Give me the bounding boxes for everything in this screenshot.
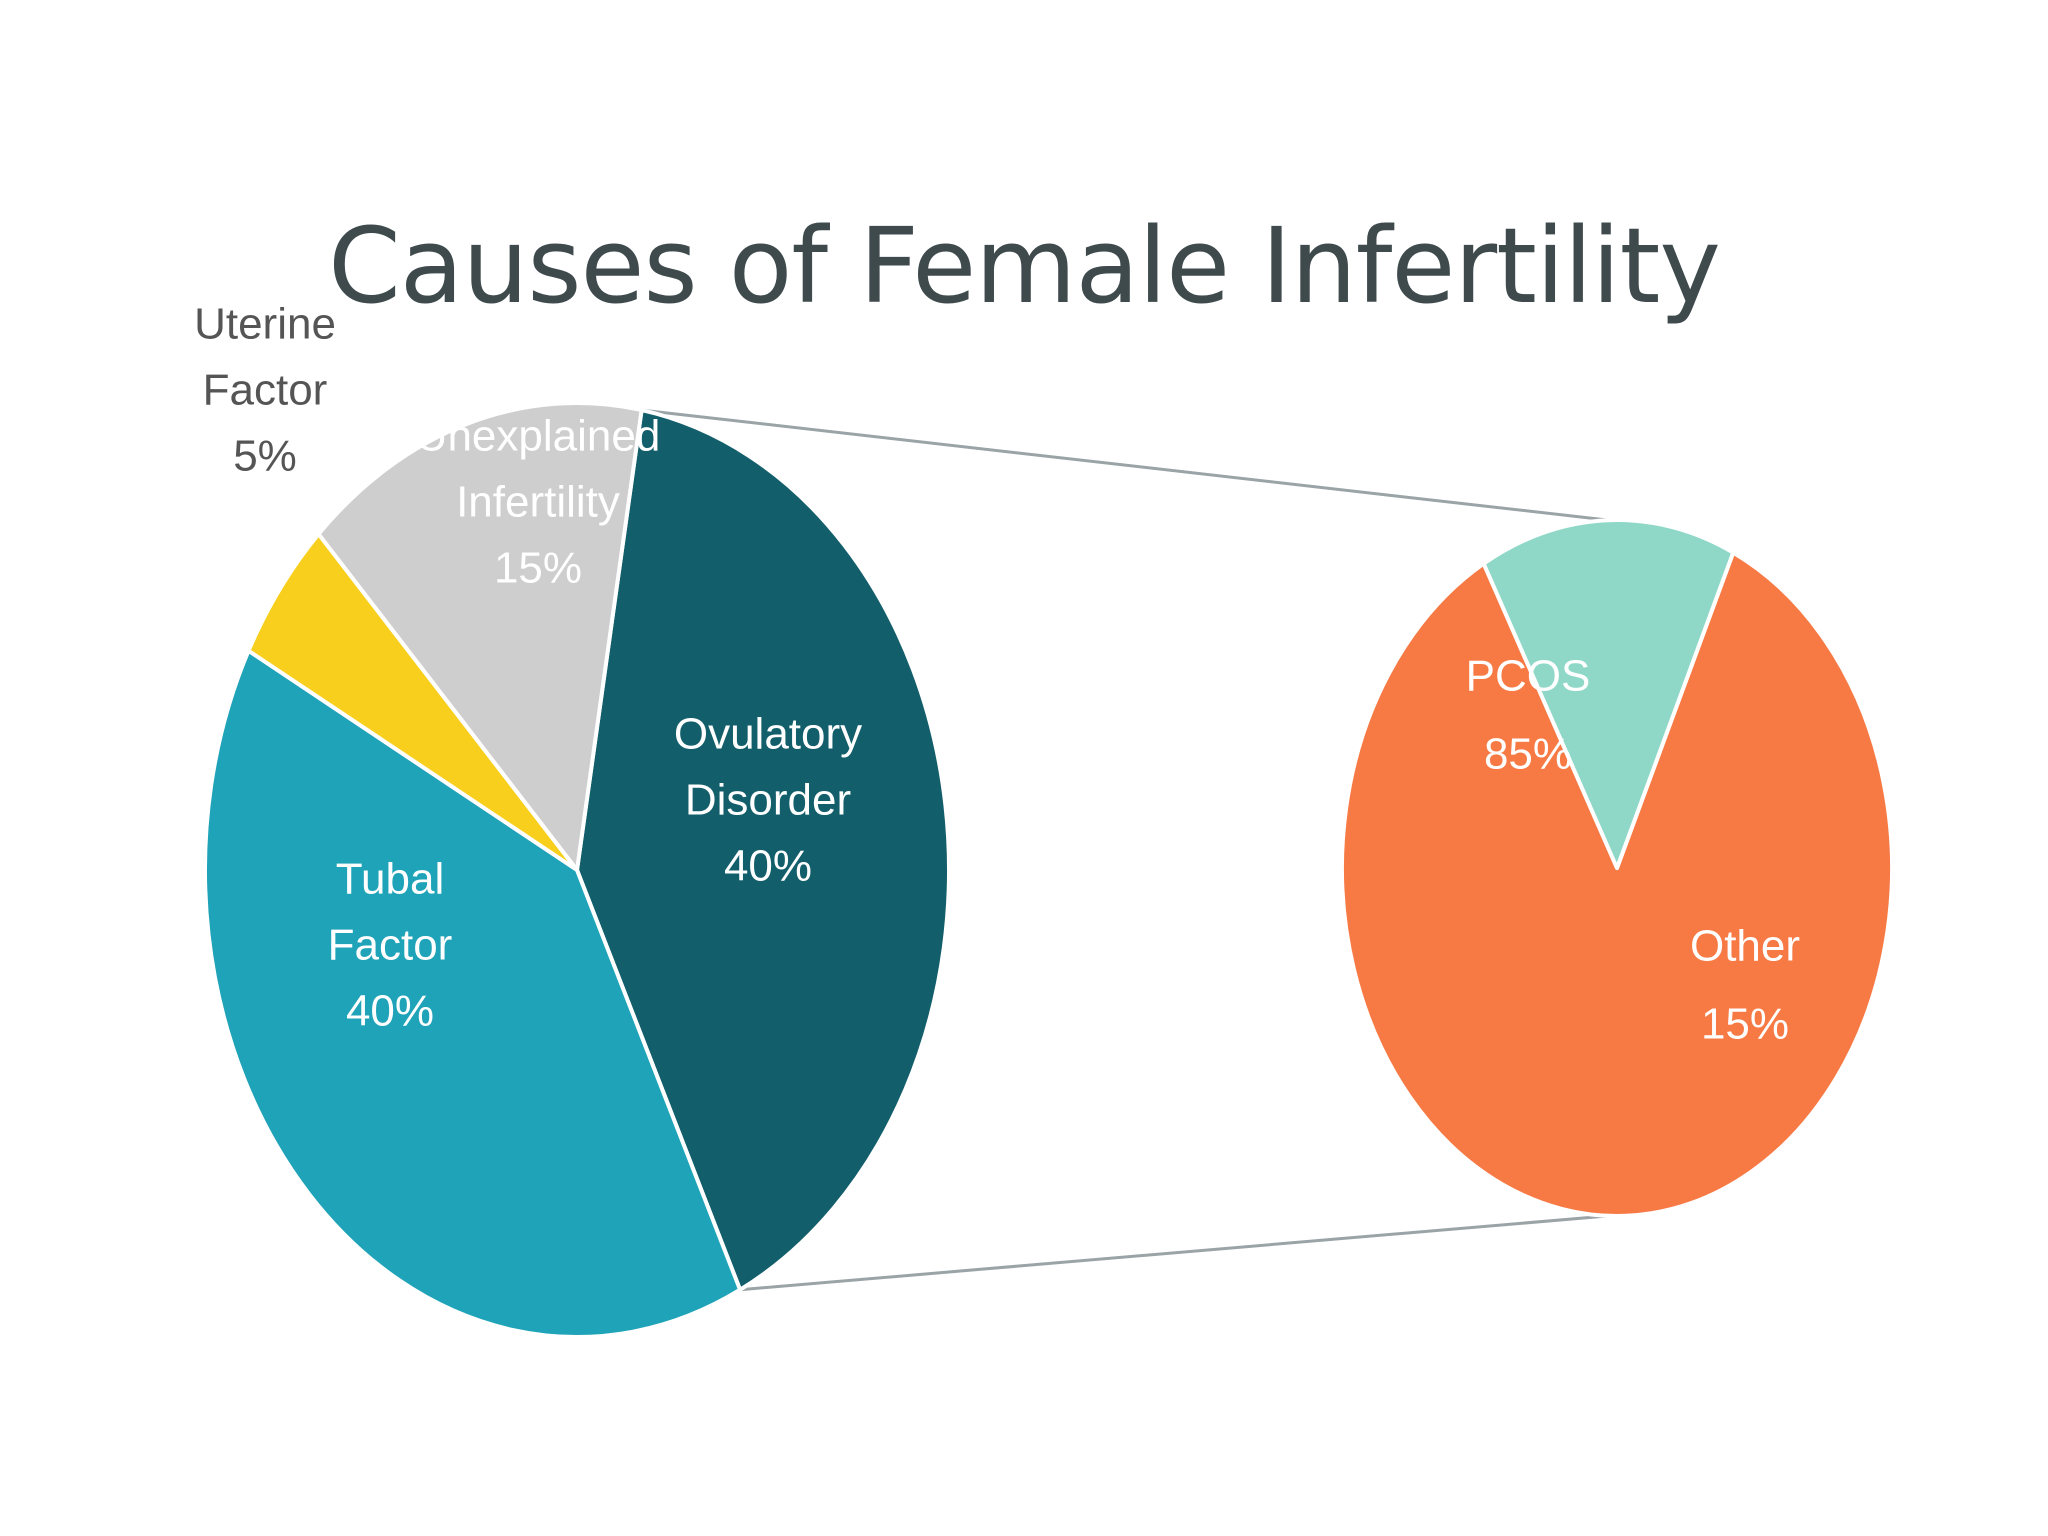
- slice-name-label: Tubal: [336, 855, 444, 904]
- slice-value-label: 5%: [233, 432, 297, 481]
- connector-line-bottom: [739, 1214, 1608, 1292]
- slice-name-label: Factor: [203, 366, 328, 415]
- slice-label-tubal-factor: Tubal Factor 40%: [328, 855, 453, 1036]
- slice-label-pcos: PCOS 85%: [1466, 652, 1591, 779]
- pie-slice-ovulatory-disorder: [575, 408, 951, 1292]
- slice-name-label: Infertility: [456, 478, 620, 527]
- slice-value-label: 40%: [724, 842, 812, 891]
- slice-label-ovulatory-disorder: Ovulatory Disorder 40%: [674, 710, 862, 891]
- slice-name-label: Disorder: [685, 776, 851, 825]
- pie-slice-unexplained-infertility: [316, 401, 644, 872]
- pie-slice-other: [1481, 518, 1736, 870]
- connector-line-top: [641, 408, 1608, 522]
- slice-label-other: Other 15%: [1690, 922, 1800, 1049]
- slice-name-label: Factor: [328, 921, 453, 970]
- slice-value-label: 85%: [1484, 730, 1572, 779]
- slice-name-label: PCOS: [1466, 652, 1591, 701]
- slice-name-label: Other: [1690, 922, 1800, 971]
- slice-value-label: 15%: [1701, 1000, 1789, 1049]
- slice-name-label: Unexplained: [416, 412, 661, 461]
- slice-label-uterine-factor: Uterine Factor 5%: [194, 300, 336, 481]
- pie-slice-uterine-factor: [246, 532, 579, 872]
- slice-name-label: Ovulatory: [674, 710, 862, 759]
- slice-name-label: Uterine: [194, 300, 336, 349]
- pie-slice-tubal-factor: [203, 648, 743, 1339]
- slice-label-unexplained-infertility: Unexplained Infertility 15%: [416, 412, 661, 593]
- pie-slice-pcos: [1340, 550, 1894, 1218]
- chart-title: Causes of Female Infertility: [328, 205, 1721, 327]
- slice-value-label: 15%: [494, 544, 582, 593]
- slice-value-label: 40%: [346, 987, 434, 1036]
